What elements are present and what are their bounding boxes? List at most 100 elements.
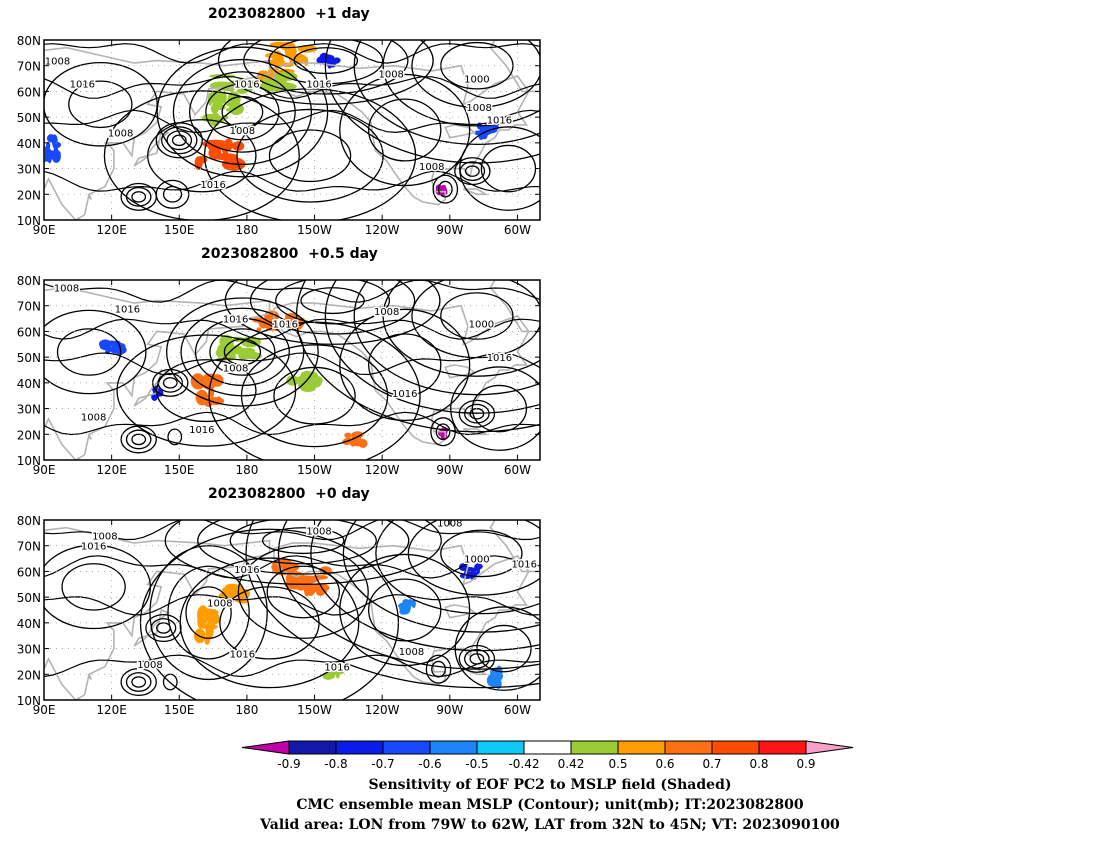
isobar xyxy=(56,328,122,376)
shaded-region xyxy=(44,134,62,164)
isobar xyxy=(180,307,305,397)
contour-label: 1016 xyxy=(223,315,248,326)
isobar xyxy=(262,527,345,555)
colorbar-tick-label: 0.42 xyxy=(558,757,585,771)
contour-label: 1008 xyxy=(92,531,117,542)
coastline xyxy=(463,188,489,196)
isobar xyxy=(245,520,540,689)
y-tick-label: 60N xyxy=(17,565,41,579)
y-tick-label: 10N xyxy=(17,454,41,468)
isobar xyxy=(425,654,452,684)
isobar xyxy=(44,43,540,64)
coastline xyxy=(88,433,93,440)
isobar xyxy=(240,344,389,448)
contour-label: 1008 xyxy=(378,69,403,80)
coastline xyxy=(88,673,93,680)
isobar xyxy=(229,520,377,565)
isobar xyxy=(166,130,193,151)
isobar xyxy=(44,352,540,376)
contour-label: 1016 xyxy=(392,389,417,400)
isobar xyxy=(236,108,384,203)
isobar xyxy=(147,119,257,193)
isobar xyxy=(382,280,540,377)
colorbar-swatch xyxy=(664,740,713,755)
isobar xyxy=(179,557,360,689)
isobar xyxy=(237,545,369,639)
y-tick-label: 20N xyxy=(17,188,41,202)
contour-label: 1016 xyxy=(115,304,140,315)
x-tick-label: 120W xyxy=(365,463,400,477)
contour-label: 1008 xyxy=(223,363,248,374)
shaded-region xyxy=(397,598,416,615)
isobar xyxy=(188,71,296,153)
coastline xyxy=(444,124,477,139)
colorbar-swatch xyxy=(758,740,807,755)
colorbar-swatch xyxy=(617,740,666,755)
isobar xyxy=(458,399,496,428)
contour-label: 1016 xyxy=(70,80,95,91)
colorbar-swatch xyxy=(335,740,384,755)
isobar xyxy=(411,40,540,109)
x-tick-label: 180 xyxy=(235,463,258,477)
coastline xyxy=(44,526,271,700)
colorbar-tick-label: -0.42 xyxy=(508,757,539,771)
isobar xyxy=(464,165,480,177)
y-tick-label: 30N xyxy=(17,403,41,417)
isobar xyxy=(44,76,540,99)
coastline xyxy=(133,368,170,407)
coastline xyxy=(44,286,271,460)
colorbar-swatch xyxy=(711,740,760,755)
isobar xyxy=(44,170,540,192)
colorbar-swatch xyxy=(429,740,478,755)
isobar xyxy=(454,606,540,691)
isobar xyxy=(172,58,313,166)
coastline xyxy=(88,193,93,200)
isobar xyxy=(116,334,297,447)
isobar xyxy=(44,109,540,134)
isobar xyxy=(476,624,532,673)
x-tick-label: 150E xyxy=(164,463,195,477)
isobar xyxy=(375,520,540,615)
coastline xyxy=(463,428,489,436)
isobar xyxy=(155,179,190,209)
y-tick-label: 20N xyxy=(17,668,41,682)
isobar xyxy=(407,520,540,596)
isobar xyxy=(103,90,300,220)
isobar xyxy=(125,429,152,450)
isobar xyxy=(249,280,416,335)
x-tick-label: 60W xyxy=(504,463,531,477)
isobar xyxy=(440,292,514,340)
isobar xyxy=(44,411,540,436)
panel-title: 2023082800 +1 day xyxy=(208,6,370,22)
isobar xyxy=(268,129,352,183)
contour-label: 1008 xyxy=(137,660,162,671)
y-tick-label: 10N xyxy=(17,694,41,708)
contour-label: 1016 xyxy=(273,320,298,331)
coastline xyxy=(273,62,530,206)
y-tick-label: 40N xyxy=(17,617,41,631)
x-tick-label: 90E xyxy=(33,703,56,717)
caption-contour: CMC ensemble mean MSLP (Contour); unit(m… xyxy=(296,797,804,813)
contour-label: 1000 xyxy=(469,320,494,331)
contour-label: 1008 xyxy=(54,284,79,295)
x-tick-label: 60W xyxy=(504,703,531,717)
y-tick-label: 50N xyxy=(17,351,41,365)
y-tick-label: 40N xyxy=(17,377,41,391)
isobar xyxy=(435,423,451,441)
coastline xyxy=(273,542,530,686)
x-tick-label: 120E xyxy=(96,223,127,237)
y-tick-label: 20N xyxy=(17,428,41,442)
isobar xyxy=(156,622,171,634)
isobar xyxy=(339,73,471,187)
isobar xyxy=(205,83,280,141)
x-tick-label: 120E xyxy=(96,703,127,717)
colorbar-swatch xyxy=(476,740,525,755)
x-tick-label: 120W xyxy=(365,703,400,717)
isobar xyxy=(437,180,453,198)
isobar xyxy=(411,280,540,359)
isobar xyxy=(156,359,257,423)
contour-label: 1008 xyxy=(108,129,133,140)
plot-frame xyxy=(43,279,541,461)
contour-label: 1016 xyxy=(234,80,259,91)
isobar xyxy=(197,520,410,575)
